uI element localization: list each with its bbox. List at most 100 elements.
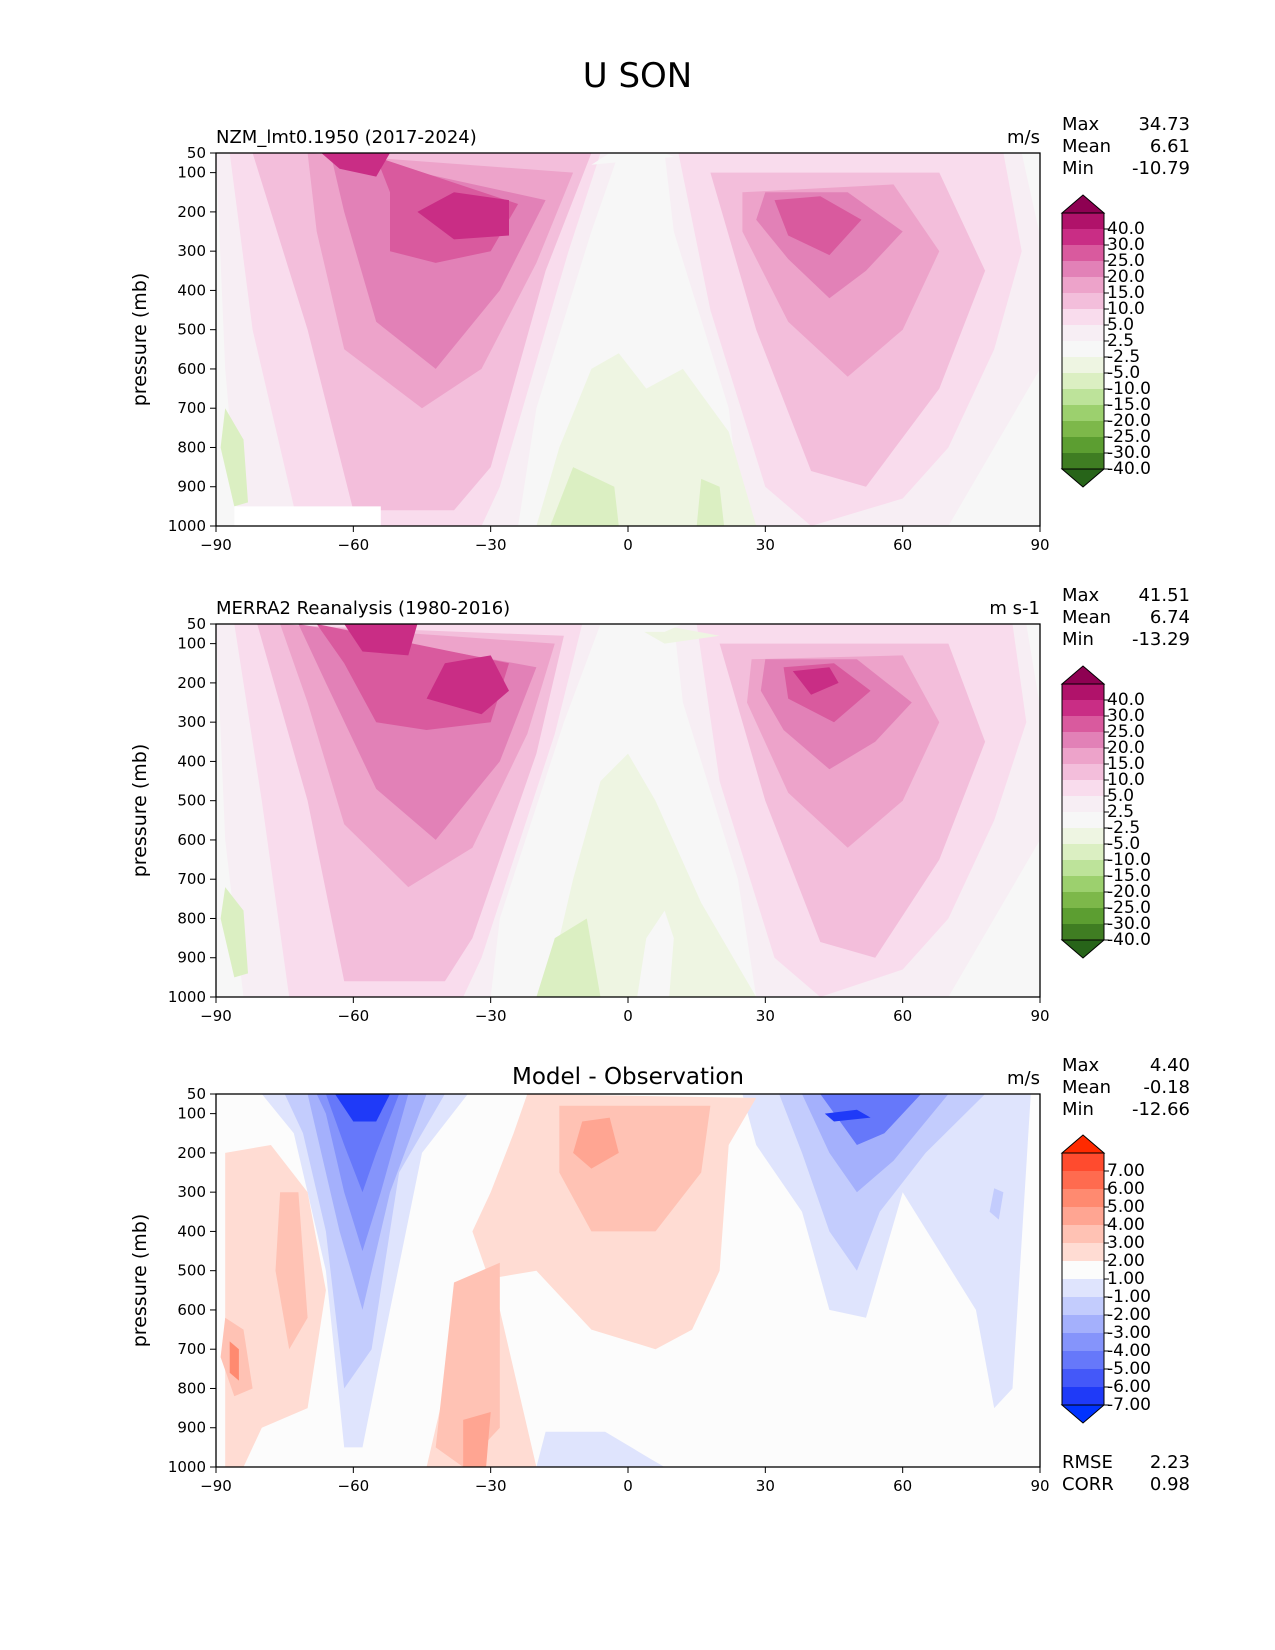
colorbar-tick-label: -15.0 [1107,866,1151,886]
panel-title: Model - Observation [512,1064,744,1090]
colorbar-tick-label: 10.0 [1107,770,1145,790]
contour-region-sh-6 [344,624,418,656]
colorbar-tick-label: -7.00 [1107,1395,1151,1415]
contour-region-diff-10 [824,1109,871,1122]
figure-title: U SON [582,56,693,96]
colorbar-tick-label: -40.0 [1107,930,1151,950]
y-tick-label: 600 [177,1301,206,1319]
contour-region-easterly-3 [220,887,248,978]
x-tick-label: 90 [1030,1007,1049,1025]
colorbar-tick-label: -6.00 [1107,1377,1151,1397]
contour-region-easterly-3 [220,408,248,507]
stat-value: -0.18 [1143,1077,1190,1098]
colorbar-swatch [1062,1207,1104,1225]
missing-data-mask [234,506,381,526]
colorbar-swatch [1062,1387,1104,1405]
panel-title: NZM_lmt0.1950 (2017-2024) [216,127,477,148]
x-tick-label: −90 [200,1007,232,1025]
colorbar-tick-label: -5.0 [1107,834,1140,854]
x-tick-label: 90 [1030,536,1049,554]
colorbar-tick-label: -1.00 [1107,1287,1151,1307]
y-axis-label: pressure (mb) [129,273,151,407]
colorbar-tick-label: -25.0 [1107,427,1151,447]
colorbar-swatch [1062,357,1104,373]
colorbar-tick-label: 25.0 [1107,722,1145,742]
colorbar-tick-label: -2.5 [1107,347,1140,367]
colorbar-swatch [1062,860,1104,876]
colorbar-tick-label: 2.5 [1107,331,1134,351]
y-tick-label: 400 [177,281,206,299]
x-tick-label: −30 [475,1477,507,1495]
y-tick-label: 300 [177,242,206,260]
colorbar-tick-label: 20.0 [1107,267,1145,287]
y-tick-label: 100 [177,635,206,653]
colorbar-tick-label: 2.5 [1107,802,1134,822]
colorbar-extend-max [1060,194,1106,214]
x-tick-label: 60 [893,536,912,554]
y-tick-label: 50 [187,144,206,162]
colorbar-swatch [1062,812,1104,828]
colorbar-tick-label: 5.00 [1107,1197,1145,1217]
colorbar-swatch [1062,876,1104,892]
y-tick-label: 100 [177,164,206,182]
y-tick-label: 400 [177,752,206,770]
colorbar-tick-label: -4.00 [1107,1341,1151,1361]
colorbar-tick-label: 4.00 [1107,1215,1145,1235]
y-tick-label: 500 [177,792,206,810]
colorbar-swatch [1062,1297,1104,1315]
stat-label: Mean [1062,607,1111,628]
colorbar-tick-label: -2.00 [1107,1305,1151,1325]
colorbar-swatch [1062,309,1104,325]
y-tick-label: 700 [177,1340,206,1358]
colorbar-tick-label: -30.0 [1107,914,1151,934]
y-tick-label: 1000 [168,517,206,535]
colorbar-tick-label: -5.0 [1107,363,1140,383]
colorbar-tick-label: 5.0 [1107,315,1134,335]
stat-label: Max [1062,114,1100,135]
stat-value: -12.66 [1132,1099,1190,1120]
contour-region-diff-5 [335,1094,390,1122]
contour-region-diff-12 [536,1431,665,1467]
stat-label: Mean [1062,1077,1111,1098]
colorbar-swatch [1062,732,1104,748]
colorbar-tick-label: 30.0 [1107,706,1145,726]
y-tick-label: 700 [177,870,206,888]
colorbar-swatch [1062,1279,1104,1297]
x-tick-label: 0 [623,1007,633,1025]
x-tick-label: 90 [1030,1477,1049,1495]
stat-label: Max [1062,585,1100,606]
colorbar-extend-max [1060,665,1106,685]
colorbar-tick-label: 10.0 [1107,299,1145,319]
colorbar-tick-label: -40.0 [1107,459,1151,479]
colorbar-tick-label: 30.0 [1107,235,1145,255]
y-tick-label: 200 [177,674,206,692]
colorbar-swatch [1062,229,1104,245]
colorbar-swatch [1062,1189,1104,1207]
colorbar-swatch [1062,1225,1104,1243]
colorbar-swatch [1062,1369,1104,1387]
contour-region-easterly-4 [618,624,683,632]
y-tick-label: 900 [177,478,206,496]
colorbar-swatch [1062,1315,1104,1333]
colorbar-swatch [1062,844,1104,860]
colorbar-tick-label: -20.0 [1107,882,1151,902]
x-tick-label: 30 [756,1007,775,1025]
y-tick-label: 400 [177,1222,206,1240]
contour-region-nh-5 [774,196,862,256]
colorbar-swatch [1062,437,1104,453]
y-tick-label: 1000 [168,988,206,1006]
colorbar-swatch [1062,293,1104,309]
y-tick-label: 800 [177,438,206,456]
units-label: m s-1 [989,598,1040,619]
colorbar-swatch [1062,1153,1104,1171]
x-tick-label: −30 [475,1007,507,1025]
colorbar-tick-label: 6.00 [1107,1179,1145,1199]
contour-region-sh-7 [426,655,509,715]
colorbar-tick-label: 40.0 [1107,690,1145,710]
x-tick-label: −90 [200,536,232,554]
colorbar-swatch [1062,1333,1104,1351]
colorbar-swatch [1062,764,1104,780]
colorbar-tick-label: 7.00 [1107,1161,1145,1181]
contour-region-easterly-2 [536,918,601,997]
y-tick-label: 600 [177,831,206,849]
